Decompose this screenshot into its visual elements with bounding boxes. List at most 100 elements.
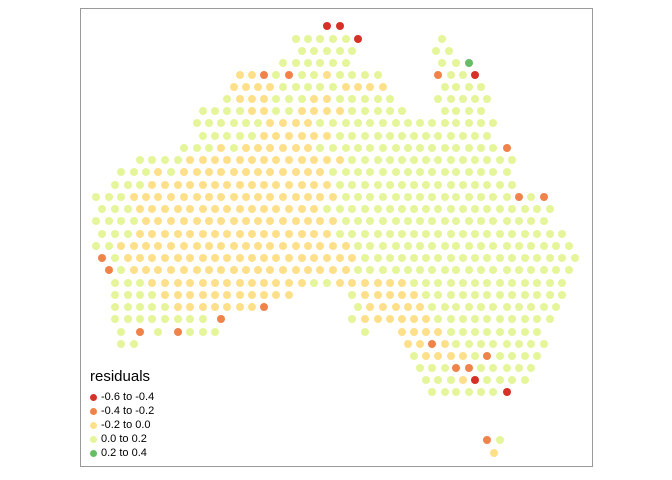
- residual-point: [459, 132, 467, 140]
- residual-point: [161, 303, 169, 311]
- residual-point: [483, 352, 491, 360]
- residual-point: [236, 279, 244, 287]
- residual-point: [223, 107, 231, 115]
- residual-point: [521, 254, 529, 262]
- residual-point: [285, 95, 293, 103]
- residual-point: [298, 230, 306, 238]
- residual-point: [392, 119, 400, 127]
- residual-point: [230, 168, 238, 176]
- residual-point: [422, 254, 430, 262]
- residual-point: [374, 230, 382, 238]
- residual-point: [379, 242, 387, 250]
- residual-point: [477, 266, 485, 274]
- residual-point: [434, 279, 442, 287]
- residual-point: [398, 181, 406, 189]
- residual-point: [398, 315, 406, 323]
- residual-point: [148, 315, 156, 323]
- residual-point: [540, 340, 548, 348]
- residual-point: [336, 95, 344, 103]
- residual-point: [199, 279, 207, 287]
- legend-label: -0.6 to -0.4: [101, 391, 155, 403]
- residual-point: [354, 144, 362, 152]
- residual-point: [304, 193, 312, 201]
- residual-point: [248, 291, 256, 299]
- residual-point: [136, 156, 144, 164]
- residual-point: [148, 303, 156, 311]
- residual-point: [471, 181, 479, 189]
- residual-point: [142, 266, 150, 274]
- residual-point: [410, 181, 418, 189]
- residual-point: [254, 168, 262, 176]
- residual-point: [434, 95, 442, 103]
- residual-point: [242, 168, 250, 176]
- residual-point: [483, 156, 491, 164]
- residual-point: [348, 95, 356, 103]
- residual-point: [477, 168, 485, 176]
- residual-point: [205, 193, 213, 201]
- residual-point: [503, 144, 511, 152]
- residual-point: [477, 119, 485, 127]
- residual-point: [521, 376, 529, 384]
- residual-point: [422, 328, 430, 336]
- residual-point: [174, 254, 182, 262]
- residual-point: [496, 230, 504, 238]
- legend-swatch: [90, 393, 97, 401]
- residual-point: [366, 168, 374, 176]
- residual-point: [117, 340, 125, 348]
- residual-point: [272, 254, 280, 262]
- residual-point: [92, 217, 100, 225]
- residual-point: [199, 315, 207, 323]
- legend-title: residuals: [90, 368, 151, 385]
- residual-point: [242, 242, 250, 250]
- residual-point: [465, 59, 473, 67]
- residual-point: [410, 291, 418, 299]
- residual-point: [260, 303, 268, 311]
- residual-point: [310, 230, 318, 238]
- residual-point: [117, 266, 125, 274]
- residual-point: [533, 352, 541, 360]
- residual-point: [223, 279, 231, 287]
- residual-point: [217, 193, 225, 201]
- residual-point: [130, 242, 138, 250]
- residual-point: [248, 205, 256, 213]
- residual-point: [217, 242, 225, 250]
- residual-point: [285, 291, 293, 299]
- residual-point: [489, 217, 497, 225]
- residual-point: [540, 217, 548, 225]
- residual-point: [477, 364, 485, 372]
- residual-point: [242, 83, 250, 91]
- residual-point: [471, 315, 479, 323]
- residual-point: [533, 230, 541, 238]
- residual-point: [254, 119, 262, 127]
- residual-point: [447, 376, 455, 384]
- residual-point: [471, 376, 479, 384]
- residual-point: [483, 132, 491, 140]
- residual-point: [342, 266, 350, 274]
- residual-point: [285, 205, 293, 213]
- residual-point: [483, 436, 491, 444]
- residual-point: [342, 144, 350, 152]
- residual-point: [540, 242, 548, 250]
- residual-point: [471, 328, 479, 336]
- residual-point: [304, 266, 312, 274]
- residual-point: [148, 254, 156, 262]
- residual-point: [174, 291, 182, 299]
- residual-point: [465, 107, 473, 115]
- residual-point: [489, 364, 497, 372]
- residual-point: [223, 156, 231, 164]
- residual-point: [366, 217, 374, 225]
- residual-point: [416, 193, 424, 201]
- residual-point: [447, 95, 455, 103]
- residual-point: [447, 181, 455, 189]
- residual-point: [496, 436, 504, 444]
- residual-point: [223, 303, 231, 311]
- residual-point: [508, 230, 516, 238]
- residual-point: [304, 35, 312, 43]
- residual-point: [386, 156, 394, 164]
- residual-point: [465, 303, 473, 311]
- residual-point: [298, 95, 306, 103]
- residual-point: [477, 107, 485, 115]
- residual-point: [223, 254, 231, 262]
- residual-point: [242, 266, 250, 274]
- residual-point: [521, 291, 529, 299]
